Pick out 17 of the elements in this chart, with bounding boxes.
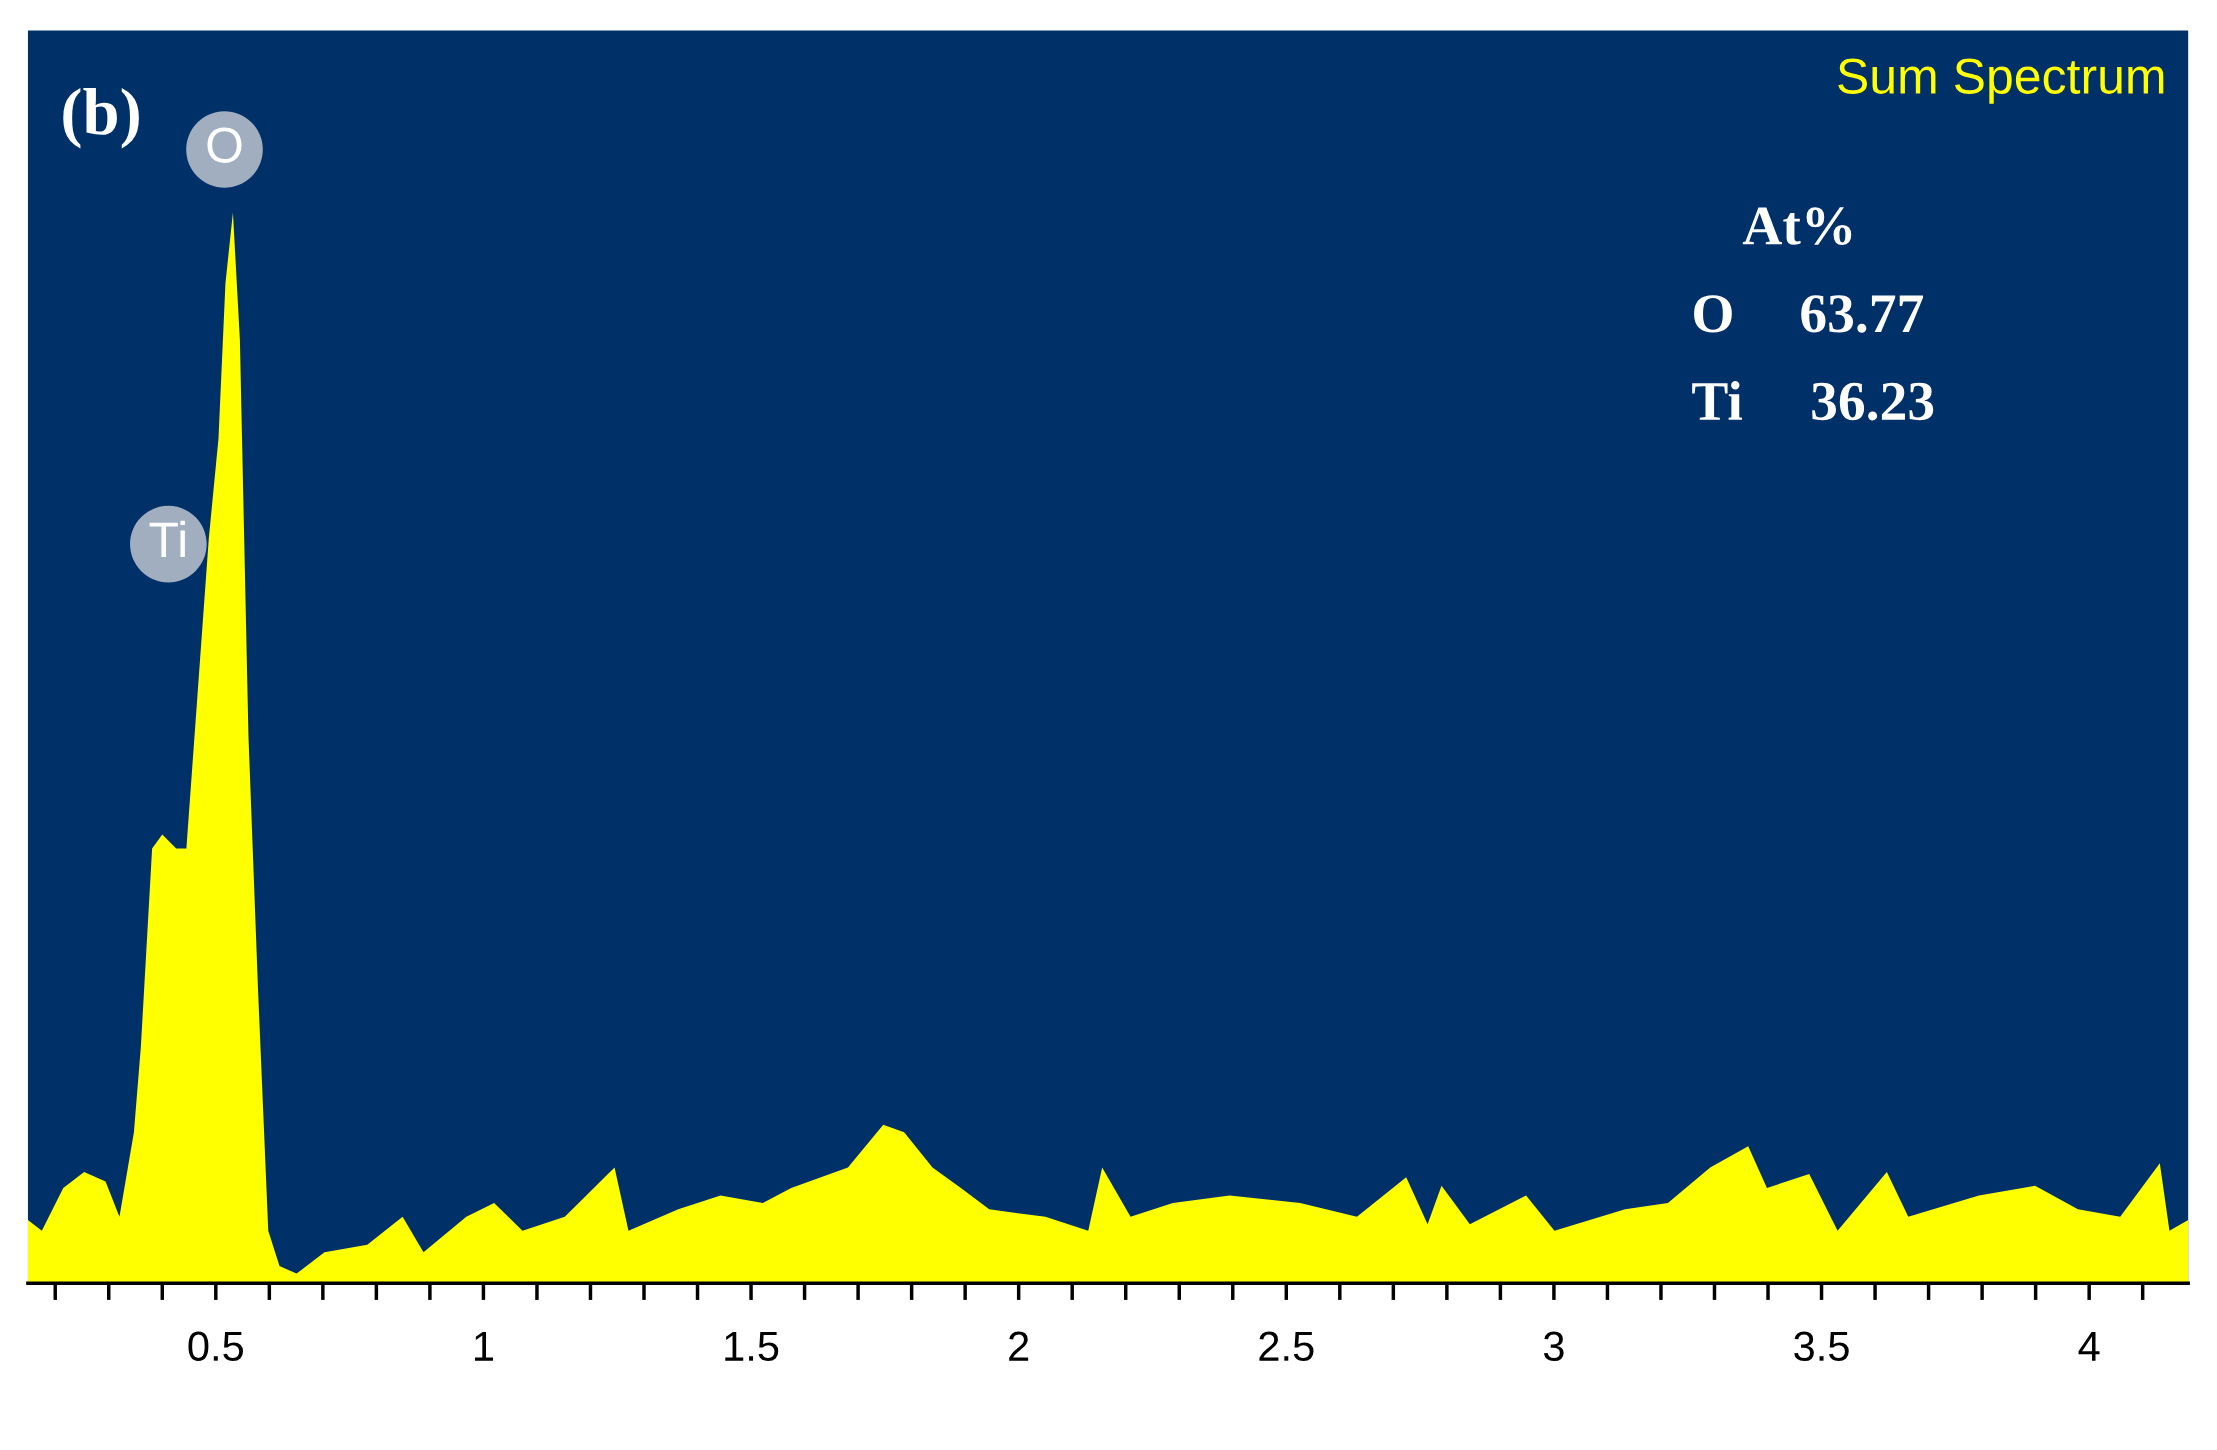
x-tick-label: 0.5 (188, 1331, 244, 1362)
x-tick-label: 1.5 (725, 1332, 779, 1362)
annotation: O (1694, 295, 1732, 333)
x-tick-label: 3.5 (1794, 1331, 1849, 1362)
text: O (207, 127, 242, 163)
x-tick-label: 3 (1543, 1331, 1564, 1362)
x-tick-label: 2 (1009, 1331, 1029, 1361)
x-tick-label: 1 (475, 1332, 493, 1361)
annotation: 63.77 (1801, 295, 1923, 333)
x-tick-label: 2.5 (1259, 1331, 1314, 1362)
text: (b) (63, 87, 139, 149)
annotation: Ti (1692, 381, 1743, 420)
text: Sum Spectrum (1838, 58, 2164, 104)
annotation: Ti (149, 520, 185, 558)
annotation: At% (1742, 207, 1852, 245)
x-tick-label: 4 (2078, 1332, 2100, 1361)
annotation: 36.23 (1812, 382, 1934, 421)
